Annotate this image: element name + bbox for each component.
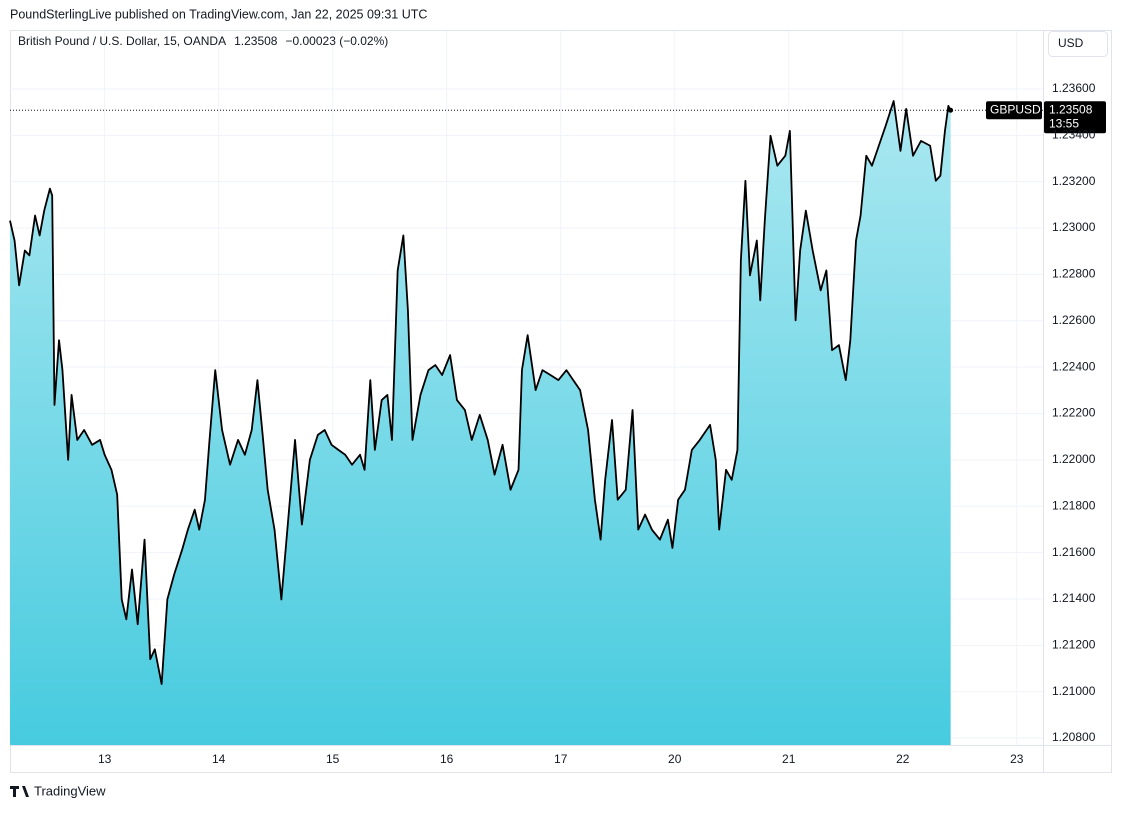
y-tick-label: 1.23200 <box>1052 174 1096 188</box>
y-tick-label: 1.22400 <box>1052 359 1096 373</box>
y-tick-label: 1.22000 <box>1052 452 1096 466</box>
last-point <box>948 107 954 113</box>
footer-brand: TradingView <box>34 783 106 798</box>
currency-button[interactable] <box>1048 31 1108 57</box>
x-tick-label: 16 <box>440 752 454 766</box>
price-tag <box>1044 101 1106 134</box>
x-tick-label: 23 <box>1010 752 1024 766</box>
y-tick-label: 1.21400 <box>1052 591 1096 605</box>
price-tag-value: 1.23508 <box>1049 102 1093 116</box>
symbol-tag-label: GBPUSD <box>990 102 1041 116</box>
y-tick-label: 1.23400 <box>1052 127 1096 141</box>
y-tick-label: 1.21200 <box>1052 637 1096 651</box>
y-tick-label: 1.22200 <box>1052 406 1096 420</box>
x-tick-label: 14 <box>212 752 226 766</box>
logo-icon <box>10 786 29 797</box>
x-tick-label: 17 <box>554 752 568 766</box>
x-tick-label: 15 <box>326 752 340 766</box>
area-fill <box>10 101 951 745</box>
header-change: −0.00023 (−0.02%) <box>285 34 388 48</box>
y-tick-label: 1.23600 <box>1052 81 1096 95</box>
price-line <box>9 100 952 685</box>
currency-label[interactable]: USD <box>1058 36 1084 50</box>
y-tick-label: 1.22800 <box>1052 267 1096 281</box>
y-tick-label: 1.20800 <box>1052 730 1096 744</box>
x-tick-label: 20 <box>668 752 682 766</box>
x-tick-label: 21 <box>782 752 796 766</box>
y-tick-label: 1.23000 <box>1052 220 1096 234</box>
symbol-tag <box>986 101 1042 120</box>
published-line: PoundSterlingLive published on TradingVi… <box>10 7 427 21</box>
price-tag-countdown: 13:55 <box>1049 116 1079 130</box>
x-tick-label: 13 <box>98 752 112 766</box>
y-tick-label: 1.22600 <box>1052 313 1096 327</box>
plot <box>9 31 1043 745</box>
header-last-price: 1.23508 <box>234 34 278 48</box>
x-tick-label: 22 <box>896 752 910 766</box>
y-tick-label: 1.21000 <box>1052 684 1096 698</box>
footer-logo: TradingView <box>10 783 106 798</box>
symbol-title: British Pound / U.S. Dollar, 15, OANDA <box>18 34 226 48</box>
y-tick-label: 1.21800 <box>1052 498 1096 512</box>
y-tick-label: 1.21600 <box>1052 545 1096 559</box>
